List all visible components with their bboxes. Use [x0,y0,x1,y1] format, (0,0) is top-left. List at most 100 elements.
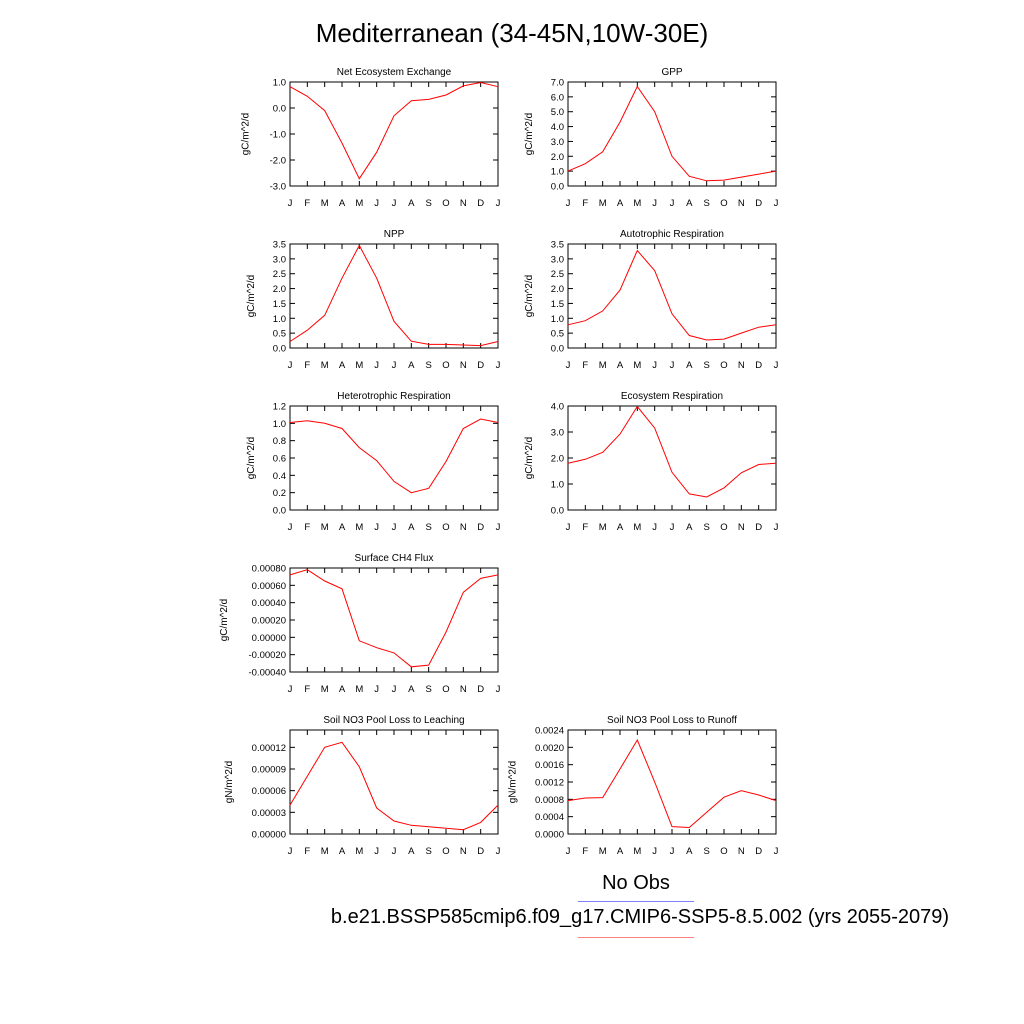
series-line-0 [289,569,499,668]
y-tick-label: 1.5 [273,299,286,310]
x-tick-label: S [425,360,431,371]
x-tick-label: O [720,522,727,533]
x-tick-label: J [652,360,657,371]
x-tick-label: O [720,198,727,209]
x-tick-label: A [339,684,346,695]
y-tick-label: -1.0 [270,130,286,141]
y-axis-label: gN/m^2/d [224,761,235,804]
x-tick-label: A [617,846,624,857]
series-line-0 [567,85,777,182]
y-tick-label: 0.00003 [252,808,286,819]
y-tick-label: 2.5 [551,269,564,280]
y-tick-label: 0.0 [551,182,564,193]
y-tick-label: 0.00040 [252,598,286,609]
plot-frame [567,81,777,187]
x-tick-label: M [321,522,329,533]
chart-title: Heterotrophic Respiration [337,391,450,402]
x-tick-label: S [425,522,431,533]
x-tick-label: F [304,684,310,695]
y-tick-label: 2.5 [273,269,286,280]
x-tick-label: F [582,360,588,371]
x-tick-label: M [355,198,363,209]
x-tick-label: M [321,360,329,371]
y-tick-label: 0.2 [273,488,286,499]
plot-frame [289,243,499,349]
y-tick-label: 2.0 [551,454,564,465]
y-tick-label: 0.8 [273,436,286,447]
page-title: Mediterranean (34-45N,10W-30E) [315,18,709,48]
x-tick-label: A [339,522,346,533]
x-tick-label: M [355,360,363,371]
x-tick-label: J [288,198,293,209]
x-tick-label: J [496,360,501,371]
x-tick-label: O [442,684,449,695]
y-tick-label: 3.0 [551,254,564,265]
chart-title: Surface CH4 Flux [355,553,434,564]
x-tick-label: J [374,522,379,533]
x-tick-label: J [496,198,501,209]
y-tick-label: 1.0 [551,167,564,178]
chart-title: Soil NO3 Pool Loss to Runoff [607,715,737,726]
y-axis-label: gC/m^2/d [524,275,535,318]
x-tick-label: N [460,684,467,695]
x-tick-label: M [599,522,607,533]
y-axis-label: gN/m^2/d [508,761,519,804]
y-tick-label: 0.00006 [252,786,286,797]
y-tick-label: 0.0020 [535,743,564,754]
plot-frame [289,567,499,673]
y-tick-label: 7.0 [551,78,564,89]
x-tick-label: J [392,684,397,695]
x-tick-label: F [582,522,588,533]
y-axis-label: gC/m^2/d [240,113,251,156]
x-tick-label: O [720,360,727,371]
x-tick-label: J [496,846,501,857]
x-tick-label: F [304,360,310,371]
y-tick-label: 2.0 [551,152,564,163]
x-tick-label: S [425,684,431,695]
y-tick-label: 0.0008 [535,795,564,806]
x-tick-label: M [355,846,363,857]
x-tick-label: J [774,846,779,857]
y-tick-label: 0.6 [273,454,286,465]
y-tick-label: 4.0 [551,402,564,413]
x-tick-label: A [686,198,693,209]
x-tick-label: O [720,846,727,857]
x-tick-label: S [703,846,709,857]
x-tick-label: O [442,198,449,209]
x-tick-label: A [408,522,415,533]
y-tick-label: 3.0 [273,254,286,265]
x-tick-label: M [633,522,641,533]
x-tick-label: N [738,360,745,371]
y-tick-label: 0.00060 [252,581,286,592]
chart-panel-0: Net Ecosystem Exchange 1.0 0.0 -1.0 -2.0 -3.0… [240,67,500,209]
x-tick-label: J [374,198,379,209]
x-tick-label: A [617,522,624,533]
x-tick-label: D [477,360,484,371]
y-tick-label: 5.0 [551,107,564,118]
plot-frame [289,81,499,187]
x-tick-label: M [599,846,607,857]
x-tick-label: A [339,360,346,371]
y-tick-label: 1.0 [273,314,286,325]
x-tick-label: A [408,360,415,371]
x-tick-label: J [392,198,397,209]
x-tick-label: J [392,846,397,857]
x-tick-label: J [374,684,379,695]
y-tick-label: -2.0 [270,156,286,167]
x-tick-label: J [652,522,657,533]
x-tick-label: D [755,198,762,209]
y-tick-label: 0.00000 [252,830,286,841]
legend-case-line [578,937,694,938]
y-tick-label: -0.00020 [248,650,286,661]
x-tick-label: J [566,360,571,371]
x-tick-label: F [304,522,310,533]
legend-obs-line [578,901,694,902]
x-tick-label: J [652,198,657,209]
x-tick-label: A [408,198,415,209]
x-tick-label: D [477,522,484,533]
plot-frame [289,729,499,835]
chart-title: Net Ecosystem Exchange [337,67,452,78]
x-tick-label: J [496,684,501,695]
